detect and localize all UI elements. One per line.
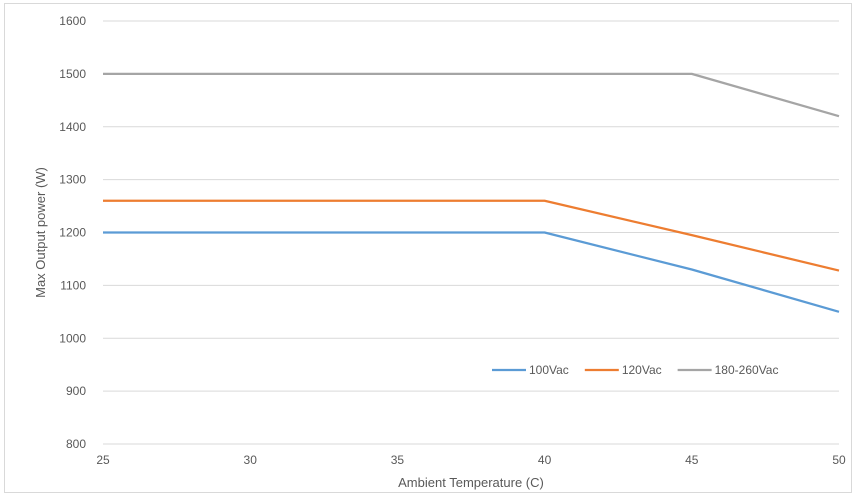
series-line-100vac xyxy=(103,231,840,313)
x-axis-label: Ambient Temperature (C) xyxy=(398,475,544,490)
y-tick-label: 900 xyxy=(66,384,86,398)
y-tick-label: 1500 xyxy=(59,67,86,81)
y-tick-label: 1200 xyxy=(59,226,86,240)
legend-label: 100Vac xyxy=(529,363,569,377)
legend-label: 180-260Vac xyxy=(715,363,779,377)
y-tick-label: 1600 xyxy=(59,14,86,28)
x-tick-label: 35 xyxy=(391,453,405,467)
x-axis-ticks: 25 30 35 40 45 50 xyxy=(96,453,846,467)
series-line-120vac xyxy=(103,199,840,272)
chart-area xyxy=(4,3,852,493)
x-tick-label: 50 xyxy=(832,453,846,467)
x-tick-label: 40 xyxy=(538,453,552,467)
y-axis-ticks: 800 900 1000 1100 1200 1300 1400 1500 1600 xyxy=(59,14,86,451)
y-tick-label: 1400 xyxy=(59,120,86,134)
x-tick-label: 25 xyxy=(96,453,110,467)
gridlines xyxy=(103,20,839,445)
y-tick-label: 1300 xyxy=(59,173,86,187)
x-tick-label: 30 xyxy=(244,453,258,467)
y-tick-label: 1100 xyxy=(60,278,86,292)
y-tick-label: 1000 xyxy=(59,331,86,345)
series-lines xyxy=(103,72,840,313)
y-tick-label: 800 xyxy=(66,437,86,451)
legend-label: 120Vac xyxy=(622,363,662,377)
y-axis-label: Max Output power (W) xyxy=(33,167,48,298)
legend: 100Vac 120Vac 180-260Vac xyxy=(492,363,778,377)
x-tick-label: 45 xyxy=(685,453,699,467)
series-line-180-260vac xyxy=(103,72,840,118)
